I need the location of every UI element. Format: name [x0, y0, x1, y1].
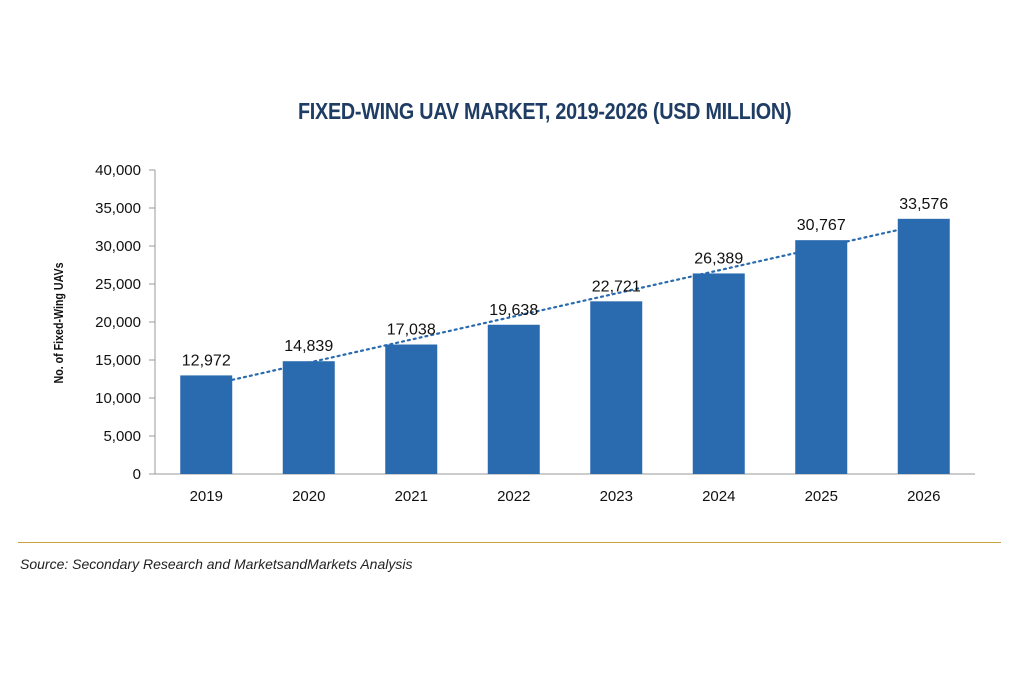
x-tick-label: 2025 — [805, 488, 838, 505]
chart-title: FIXED-WING UAV MARKET, 2019-2026 (USD MI… — [297, 98, 792, 124]
data-label: 30,767 — [797, 217, 846, 234]
bar-2019 — [180, 375, 233, 474]
y-tick-label: 20,000 — [95, 314, 141, 331]
y-axis-title: No. of Fixed-Wing UAVs — [51, 262, 66, 383]
y-tick-label: 40,000 — [95, 162, 141, 179]
x-tick-label: 2021 — [395, 488, 428, 505]
y-tick-label: 35,000 — [95, 200, 141, 217]
x-tick-label: 2022 — [497, 488, 530, 505]
data-label: 33,576 — [899, 196, 948, 213]
trendline-layer — [231, 228, 899, 381]
y-tick-label: 0 — [133, 466, 141, 483]
bars — [180, 218, 950, 474]
trendline — [231, 228, 899, 381]
data-label: 26,389 — [694, 250, 743, 267]
bar-2023 — [590, 301, 643, 474]
data-label: 22,721 — [592, 278, 641, 295]
data-label: 19,638 — [489, 302, 538, 319]
bar-2020 — [282, 361, 335, 474]
source-divider — [18, 542, 1001, 543]
y-tick-label: 5,000 — [103, 428, 141, 445]
bar-2024 — [692, 273, 745, 474]
y-tick-label: 10,000 — [95, 390, 141, 407]
data-label: 12,972 — [182, 352, 231, 369]
axes: 0 5,000 10,000 15,000 20,000 25,000 30,000 35,0… — [51, 162, 975, 505]
data-label: 17,038 — [387, 322, 436, 339]
bar-2025 — [795, 240, 848, 474]
data-label: 14,839 — [284, 338, 333, 355]
data-labels: 12,972 14,839 17,038 19,638 22,721 26,389 30,7… — [182, 196, 949, 370]
bar-2021 — [385, 344, 438, 474]
x-tick-label: 2019 — [190, 488, 223, 505]
x-tick-label: 2020 — [292, 488, 325, 505]
y-tick-label: 25,000 — [95, 276, 141, 293]
y-tick-label: 15,000 — [95, 352, 141, 369]
x-tick-label: 2024 — [702, 488, 735, 505]
source-note: Source: Secondary Research and Marketsan… — [20, 556, 413, 572]
y-tick-label: 30,000 — [95, 238, 141, 255]
x-tick-label: 2023 — [600, 488, 633, 505]
bar-2026 — [897, 218, 950, 474]
x-tick-label: 2026 — [907, 488, 940, 505]
bar-2022 — [487, 324, 540, 474]
